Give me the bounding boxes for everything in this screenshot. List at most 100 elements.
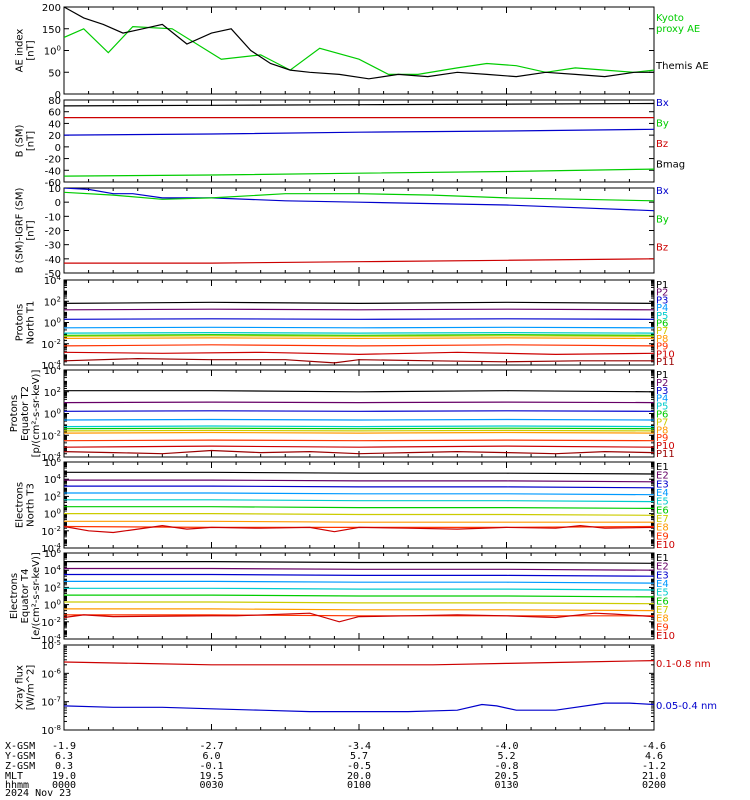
legend-item: Bx: [656, 186, 669, 197]
y-tick-label: -60: [45, 178, 61, 189]
legend-item: P5: [656, 402, 668, 413]
panel-frame: [63, 279, 655, 366]
legend-item: P7: [656, 326, 668, 337]
footer-value: 6.3: [55, 751, 73, 762]
y-axis-label: ElectronsEquator T4[e/(cm²-s-sr-keV)]: [9, 552, 42, 640]
footer-row-label: Y-GSM: [5, 751, 35, 762]
y-tick-label: 100: [44, 599, 61, 612]
legend-item: E6: [656, 505, 669, 516]
footer-value: 0030: [199, 780, 223, 791]
y-axis-label: B (SM)[nT]: [15, 124, 37, 157]
legend-item: E4: [656, 488, 669, 499]
series-e7: [64, 512, 654, 516]
y-tick-label: -10: [45, 212, 61, 223]
series-p6: [64, 334, 654, 336]
legend-item: Bz: [656, 139, 668, 150]
series-group: [64, 471, 654, 534]
legend-item: P9: [656, 433, 668, 444]
series-group: [64, 301, 654, 364]
y-tick-label: 100: [44, 508, 61, 521]
footer-value: 19.5: [199, 771, 223, 782]
y-tick-label: 104: [44, 274, 62, 287]
y-tick-label: 102: [44, 295, 61, 308]
footer-value: -2.7: [199, 741, 223, 752]
legend-item: E1: [656, 553, 669, 564]
series-p4: [64, 326, 654, 329]
footer-value: -1.2: [642, 761, 666, 772]
y-axis-label: ProtonsEquator T2[p/(cm²-s-sr-keV)]: [9, 370, 42, 458]
y-tick-label: 10-2: [41, 525, 61, 538]
y-tick-label: -40: [45, 166, 61, 177]
series-p1: [64, 301, 654, 305]
y-tick-label: 10-4: [41, 359, 61, 372]
y-axis-label: ElectronsNorth T3: [15, 482, 37, 528]
panel-frame: [63, 644, 655, 731]
legend-item: P11: [656, 357, 675, 368]
series-group: [64, 7, 654, 80]
footer-value: 5.7: [350, 751, 368, 762]
series-p2: [64, 308, 654, 311]
series-p3: [64, 410, 654, 412]
y-tick-label: 150: [42, 25, 61, 36]
y-tick-label: 104: [44, 473, 62, 486]
y-tick-label: 10-4: [41, 451, 61, 464]
footer-value: -0.1: [199, 761, 223, 772]
legend-item: P2: [656, 288, 668, 299]
legend-item: P8: [656, 425, 668, 436]
series-p11: [64, 357, 654, 364]
footer-row-label: X-GSM: [5, 741, 35, 752]
footer-date: 2024 Nov 23: [5, 788, 71, 799]
legend-item: E8: [656, 614, 669, 625]
panel-frame: [63, 461, 655, 549]
series-bx: [64, 128, 654, 136]
panel-frame: [63, 6, 655, 95]
series-e8: [64, 608, 654, 612]
panel-frame: [63, 369, 655, 458]
legend-item: Bmag: [656, 160, 685, 171]
series-p5: [64, 425, 654, 428]
legend-item: E1: [656, 462, 669, 473]
footer-row-label: MLT: [5, 771, 23, 782]
y-tick-label: 100: [44, 45, 61, 58]
y-tick-label: 10-8: [41, 724, 61, 737]
y-tick-label: 106: [44, 456, 62, 469]
legend-item: E10: [656, 540, 675, 551]
series-p7: [64, 429, 654, 432]
series-0-1-0-8-nm: [64, 660, 654, 666]
legend-item: 0.05-0.4 nm: [656, 701, 717, 712]
series-e10: [64, 612, 654, 623]
series-by: [64, 191, 654, 202]
y-tick-label: 10-7: [41, 696, 61, 709]
legend-item: P10: [656, 441, 675, 452]
legend-item: E2: [656, 471, 669, 482]
footer-value: -1.9: [52, 741, 76, 752]
series-p1: [64, 390, 654, 393]
legend-item: By: [656, 214, 669, 225]
series-e2: [64, 567, 654, 571]
footer-value: 5.2: [497, 751, 515, 762]
y-axis-label: ProtonsNorth T1: [15, 301, 37, 345]
series-e1: [64, 471, 654, 475]
series-bx: [64, 188, 654, 212]
legend-item: P10: [656, 349, 675, 360]
y-tick-label: 10-4: [41, 633, 61, 646]
legend-item: E2: [656, 562, 669, 573]
series-e6: [64, 594, 654, 598]
series-bmag: [64, 102, 654, 107]
series-e7: [64, 601, 654, 605]
y-tick-label: 60: [48, 108, 61, 119]
series-e5: [64, 587, 654, 591]
series-e3: [64, 485, 654, 489]
y-axis-label: B (SM)-IGRF (SM)[nT]: [15, 188, 37, 274]
footer-value: 0000: [52, 780, 76, 791]
series-group: [64, 560, 654, 623]
series-e1: [64, 560, 654, 564]
panel-3: -50 -40 -30 -20 -10 0 10 B (SM)-IGRF (SM)[nT] Bx…: [15, 184, 669, 280]
series-p6: [64, 427, 654, 430]
series-e4: [64, 580, 654, 584]
y-tick-label: 200: [42, 3, 61, 14]
y-tick-label: 102: [44, 581, 61, 594]
series-p5: [64, 332, 654, 334]
